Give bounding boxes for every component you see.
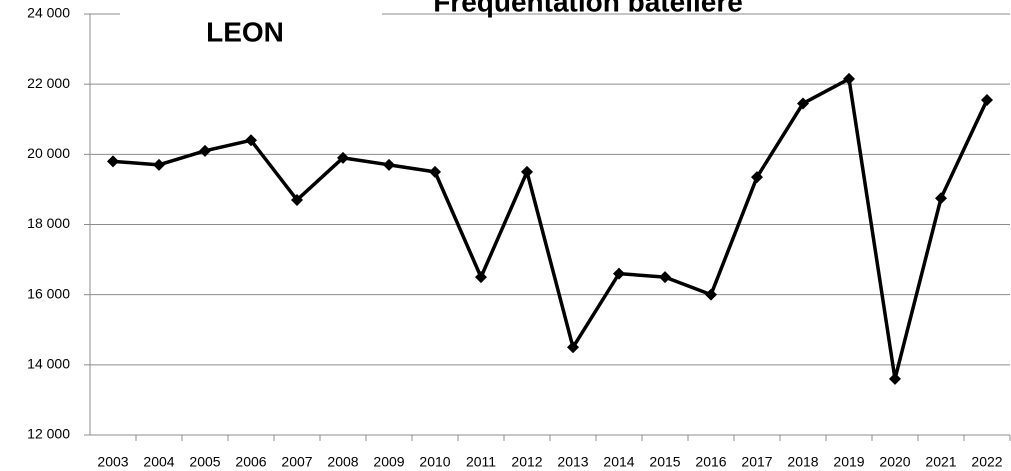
marker [981,93,993,106]
marker [337,151,349,164]
marker [705,288,717,301]
marker [153,158,165,171]
marker [567,341,579,354]
marker [521,165,533,178]
x-tick-label: 2016 [695,454,726,470]
x-tick-label: 2008 [327,454,358,470]
marker [291,193,303,206]
marker [199,144,211,157]
x-tick-label: 2004 [143,454,174,470]
x-tick-label: 2006 [235,454,266,470]
x-tick-label: 2011 [466,454,496,470]
x-tick-label: 2009 [373,454,404,470]
marker [797,97,809,110]
x-tick-label: 2017 [741,454,772,470]
marker [751,171,763,184]
x-tick-label: 2003 [97,454,128,470]
marker [935,192,947,205]
marker [107,155,119,168]
x-tick-label: 2022 [971,454,1002,470]
y-tick-label: 18 000 [27,215,70,231]
x-tick-label: 2005 [189,454,220,470]
y-tick-label: 24 000 [27,5,70,21]
logo-background [120,0,382,48]
y-tick-label: 16 000 [27,285,70,301]
line [112,77,989,381]
x-tick-label: 2010 [419,454,450,470]
marker [843,72,855,85]
x-tick-label: 2021 [925,454,956,470]
x-tick-label: 2014 [603,454,634,470]
marker [659,271,671,284]
y-tick-label: 22 000 [27,75,70,91]
y-tick-label: 20 000 [27,145,70,161]
y-tick-label: 14 000 [27,356,70,372]
logo-text: LEON [206,16,284,47]
marker [429,165,441,178]
x-tick-label: 2013 [557,454,588,470]
marker [245,134,257,147]
x-tick-label: 2007 [281,454,312,470]
chart-title: Fréquentation batelière [433,0,743,17]
x-tick-label: 2018 [787,454,818,470]
x-tick-label: 2015 [649,454,680,470]
y-tick-label: 12 000 [27,426,70,442]
marker [383,158,395,171]
marker [475,271,487,284]
x-tick-label: 2019 [833,454,864,470]
x-tick-label: 2012 [511,454,542,470]
marker [889,372,901,385]
marker [613,267,625,280]
x-tick-label: 2020 [879,454,910,470]
